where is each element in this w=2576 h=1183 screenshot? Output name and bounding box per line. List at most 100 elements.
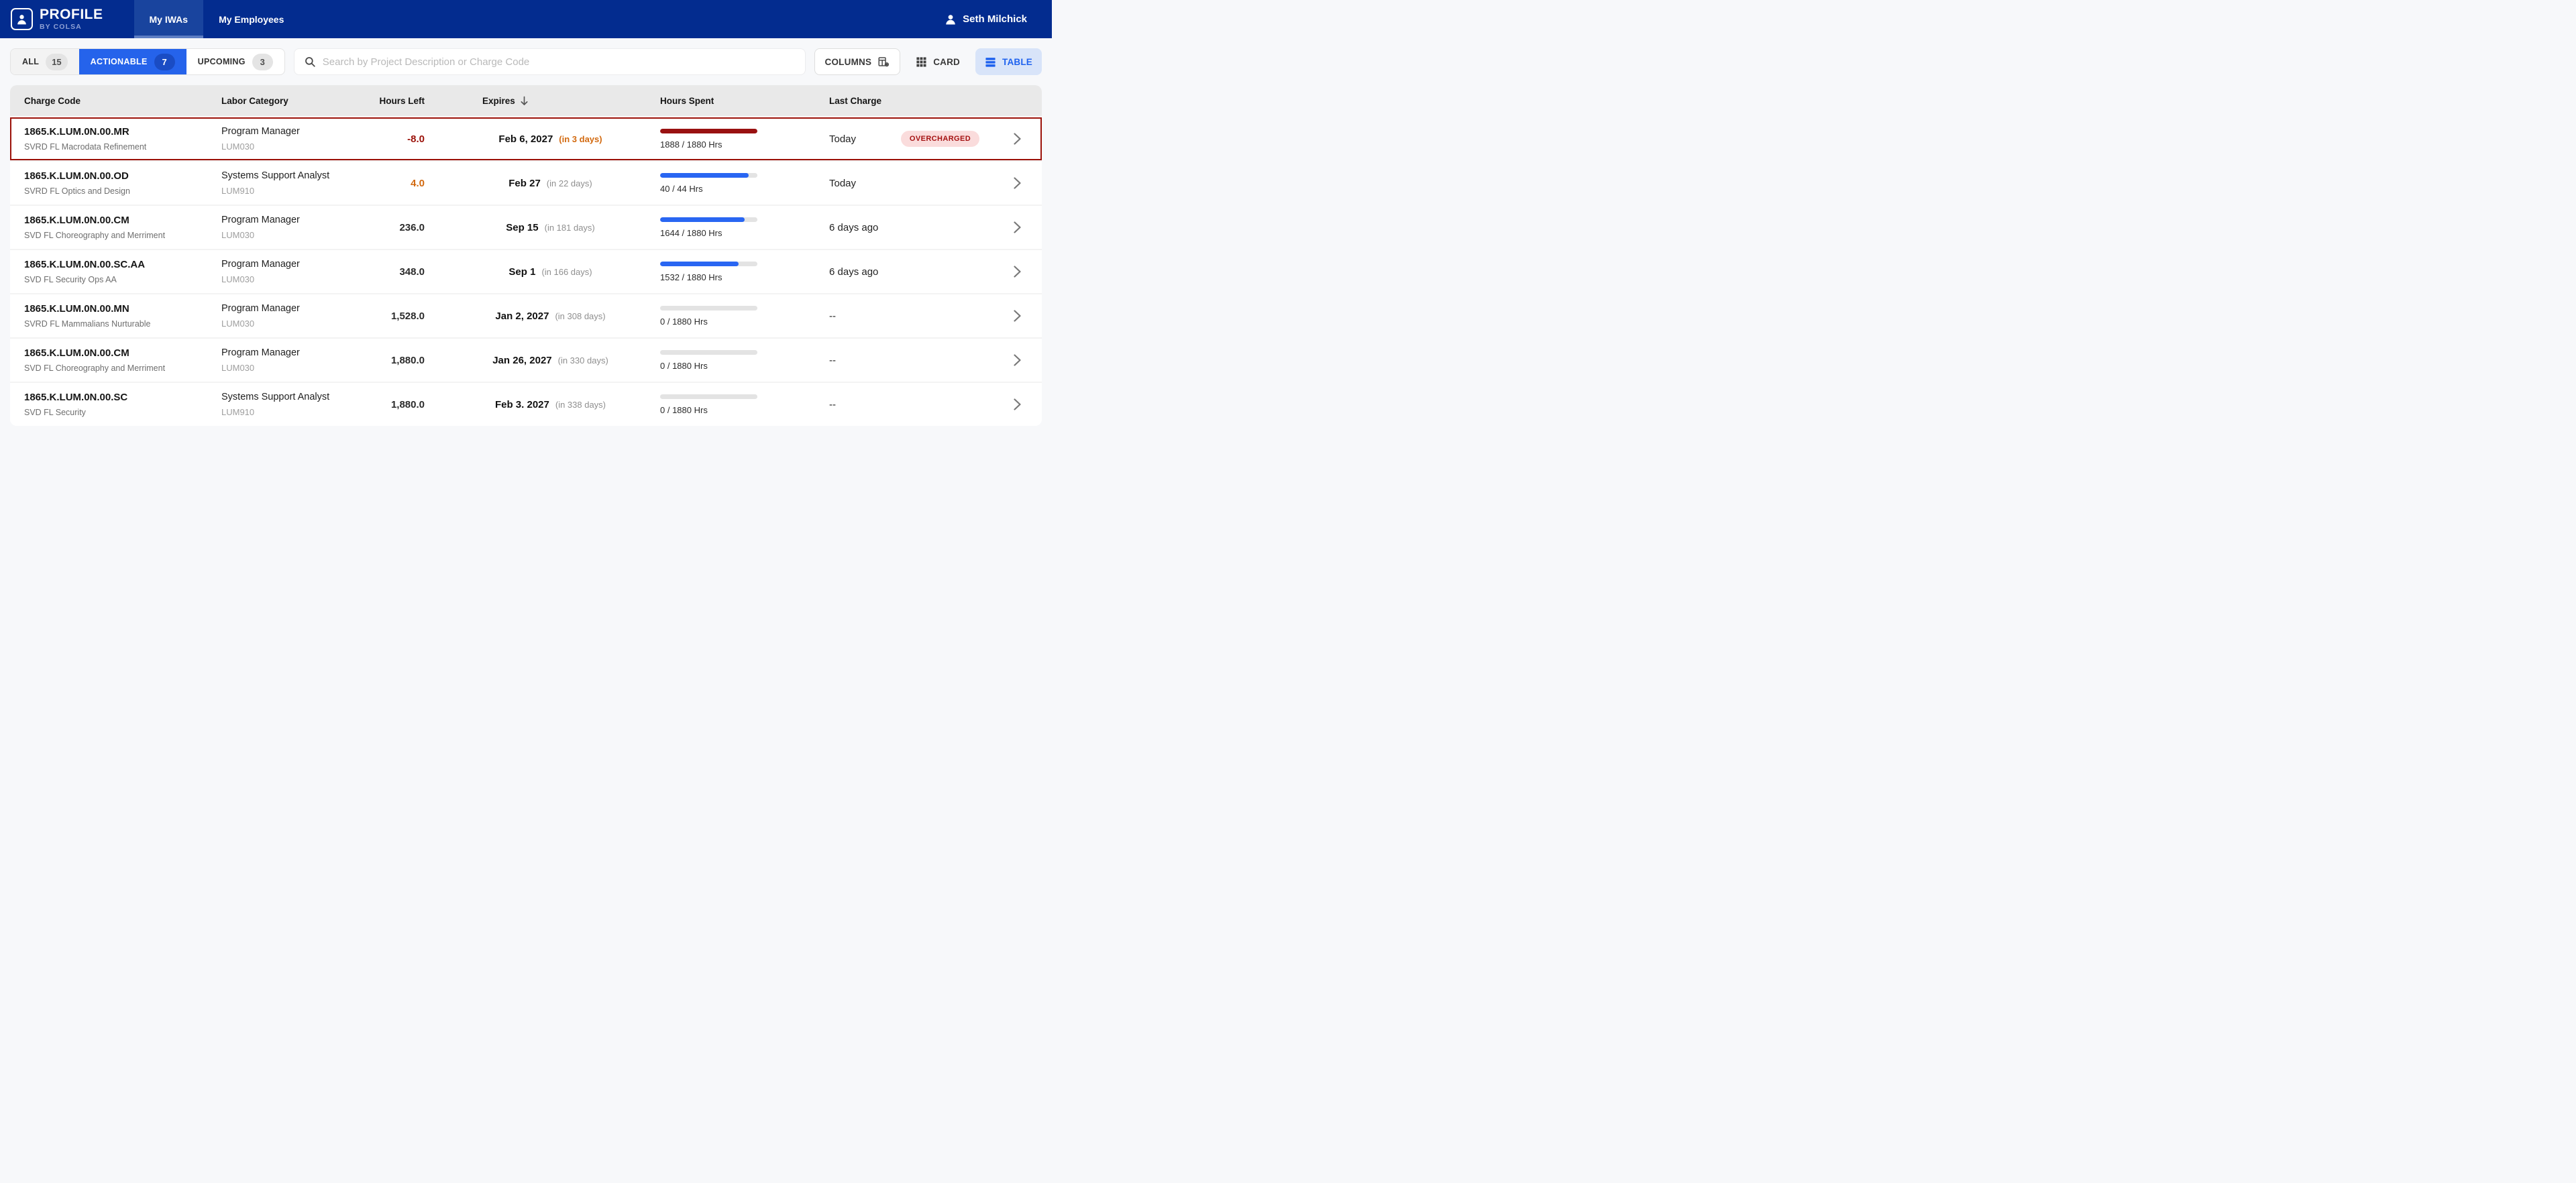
filter-all[interactable]: ALL 15 xyxy=(11,49,79,74)
chevron-right-icon[interactable] xyxy=(1014,221,1021,233)
hours-spent-label: 40 / 44 Hrs xyxy=(660,184,703,194)
labor-category: Systems Support Analyst xyxy=(221,392,377,402)
header-expires[interactable]: Expires xyxy=(441,96,619,106)
last-charge-value: -- xyxy=(829,399,888,410)
project-description: SVD FL Security xyxy=(24,408,221,417)
expires-note: (in 166 days) xyxy=(541,267,592,277)
chevron-cell xyxy=(992,354,1042,366)
expires-note: (in 308 days) xyxy=(555,311,605,321)
project-description: SVRD FL Mammalians Nurturable xyxy=(24,319,221,329)
search-input[interactable] xyxy=(323,56,796,68)
tab-my-employees[interactable]: My Employees xyxy=(203,0,299,38)
chevron-right-icon[interactable] xyxy=(1014,133,1021,145)
header-hours-left[interactable]: Hours Left xyxy=(377,96,441,106)
hours-left-value: 1,880.0 xyxy=(391,355,425,366)
chevron-right-icon[interactable] xyxy=(1014,398,1021,410)
labor-category: Program Manager xyxy=(221,347,377,358)
hours-left-cell: 4.0 xyxy=(377,178,441,189)
last-charge-value: -- xyxy=(829,355,888,366)
chevron-right-icon[interactable] xyxy=(1014,266,1021,278)
labor-category: Systems Support Analyst xyxy=(221,170,377,181)
hours-progress-bar xyxy=(660,217,757,222)
charge-code: 1865.K.LUM.0N.00.CM xyxy=(24,347,221,359)
user-menu[interactable]: Seth Milchick xyxy=(945,0,1052,38)
filter-actionable-count: 7 xyxy=(154,54,175,70)
labor-category-cell: Program Manager LUM030 xyxy=(221,126,377,152)
hours-spent-label: 0 / 1880 Hrs xyxy=(660,405,708,415)
header-last-charge[interactable]: Last Charge xyxy=(788,96,888,106)
hours-progress-bar xyxy=(660,262,757,266)
labor-category-cell: Program Manager LUM030 xyxy=(221,259,377,284)
expires-note: (in 181 days) xyxy=(545,223,595,233)
charge-code-cell: 1865.K.LUM.0N.00.SC.AA SVD FL Security O… xyxy=(10,259,221,284)
grid-icon xyxy=(916,56,927,68)
last-charge-cell: 6 days ago xyxy=(788,222,888,233)
filter-actionable[interactable]: ACTIONABLE 7 xyxy=(79,49,186,74)
chevron-right-icon[interactable] xyxy=(1014,354,1021,366)
header-labor-category[interactable]: Labor Category xyxy=(221,96,377,106)
card-view-label: CARD xyxy=(933,57,960,67)
last-charge-value: -- xyxy=(829,311,888,322)
user-name: Seth Milchick xyxy=(963,13,1027,25)
hours-left-value: 236.0 xyxy=(399,222,425,233)
person-icon xyxy=(945,13,957,25)
charge-code: 1865.K.LUM.0N.00.SC xyxy=(24,392,221,403)
table-row[interactable]: 1865.K.LUM.0N.00.OD SVRD FL Optics and D… xyxy=(10,160,1042,205)
expires-cell: Jan 2, 2027 (in 308 days) xyxy=(441,311,619,322)
charge-code-cell: 1865.K.LUM.0N.00.CM SVD FL Choreography … xyxy=(10,347,221,373)
brand-subtitle: BY COLSA xyxy=(40,23,103,31)
sort-desc-arrow-icon[interactable] xyxy=(520,96,529,106)
hours-progress-fill xyxy=(660,217,745,222)
rows-icon xyxy=(985,56,996,68)
table-row[interactable]: 1865.K.LUM.0N.00.SC.AA SVD FL Security O… xyxy=(10,249,1042,293)
hours-spent-label: 0 / 1880 Hrs xyxy=(660,361,708,371)
table-body: 1865.K.LUM.0N.00.MR SVRD FL Macrodata Re… xyxy=(10,116,1042,426)
last-charge-value: 6 days ago xyxy=(829,266,888,278)
last-charge-cell: 6 days ago xyxy=(788,266,888,278)
chevron-right-icon[interactable] xyxy=(1014,177,1021,189)
header-charge-code[interactable]: Charge Code xyxy=(10,96,221,106)
table-row[interactable]: 1865.K.LUM.0N.00.CM SVD FL Choreography … xyxy=(10,337,1042,382)
table-view-label: TABLE xyxy=(1002,57,1032,67)
chevron-cell xyxy=(992,266,1042,278)
columns-button[interactable]: COLUMNS xyxy=(814,48,901,75)
hours-left-cell: 1,880.0 xyxy=(377,355,441,366)
table-row[interactable]: 1865.K.LUM.0N.00.MN SVRD FL Mammalians N… xyxy=(10,293,1042,337)
expires-date: Feb 6, 2027 xyxy=(498,133,553,145)
card-view-button[interactable]: CARD xyxy=(909,48,967,75)
last-charge-cell: -- xyxy=(788,355,888,366)
charge-code: 1865.K.LUM.0N.00.MN xyxy=(24,303,221,315)
chevron-cell xyxy=(992,133,1042,145)
table-row[interactable]: 1865.K.LUM.0N.00.SC SVD FL Security Syst… xyxy=(10,382,1042,426)
labor-code: LUM030 xyxy=(221,319,377,329)
tab-my-iwas[interactable]: My IWAs xyxy=(134,0,204,38)
table-view-button[interactable]: TABLE xyxy=(975,48,1042,75)
tab-my-iwas-label: My IWAs xyxy=(150,14,189,25)
hours-left-cell: 1,528.0 xyxy=(377,311,441,322)
last-charge-value: 6 days ago xyxy=(829,222,888,233)
header-hours-spent[interactable]: Hours Spent xyxy=(619,96,788,106)
filter-all-count: 15 xyxy=(46,54,67,70)
hours-spent-label: 1532 / 1880 Hrs xyxy=(660,272,722,282)
labor-category: Program Manager xyxy=(221,126,377,137)
hours-spent-cell: 0 / 1880 Hrs xyxy=(619,350,788,371)
last-charge-value: Today xyxy=(829,178,888,189)
table-row[interactable]: 1865.K.LUM.0N.00.MR SVRD FL Macrodata Re… xyxy=(10,116,1042,160)
table-row[interactable]: 1865.K.LUM.0N.00.CM SVD FL Choreography … xyxy=(10,205,1042,249)
columns-button-label: COLUMNS xyxy=(825,57,872,67)
charge-code-cell: 1865.K.LUM.0N.00.MR SVRD FL Macrodata Re… xyxy=(10,126,221,152)
expires-date: Feb 3. 2027 xyxy=(495,399,549,410)
expires-cell: Jan 26, 2027 (in 330 days) xyxy=(441,355,619,366)
labor-code: LUM030 xyxy=(221,142,377,152)
expires-cell: Sep 15 (in 181 days) xyxy=(441,222,619,233)
chevron-right-icon[interactable] xyxy=(1014,310,1021,322)
top-navbar: PROFILE BY COLSA My IWAs My Employees Se… xyxy=(0,0,1052,38)
filter-upcoming[interactable]: UPCOMING 3 xyxy=(186,49,284,74)
expires-cell: Feb 3. 2027 (in 338 days) xyxy=(441,399,619,410)
labor-category: Program Manager xyxy=(221,215,377,225)
profile-logo-icon xyxy=(11,8,33,30)
hours-spent-label: 0 / 1880 Hrs xyxy=(660,317,708,327)
filter-upcoming-label: UPCOMING xyxy=(198,57,246,66)
hours-left-value: 1,528.0 xyxy=(391,311,425,322)
hours-progress-fill xyxy=(660,129,757,133)
